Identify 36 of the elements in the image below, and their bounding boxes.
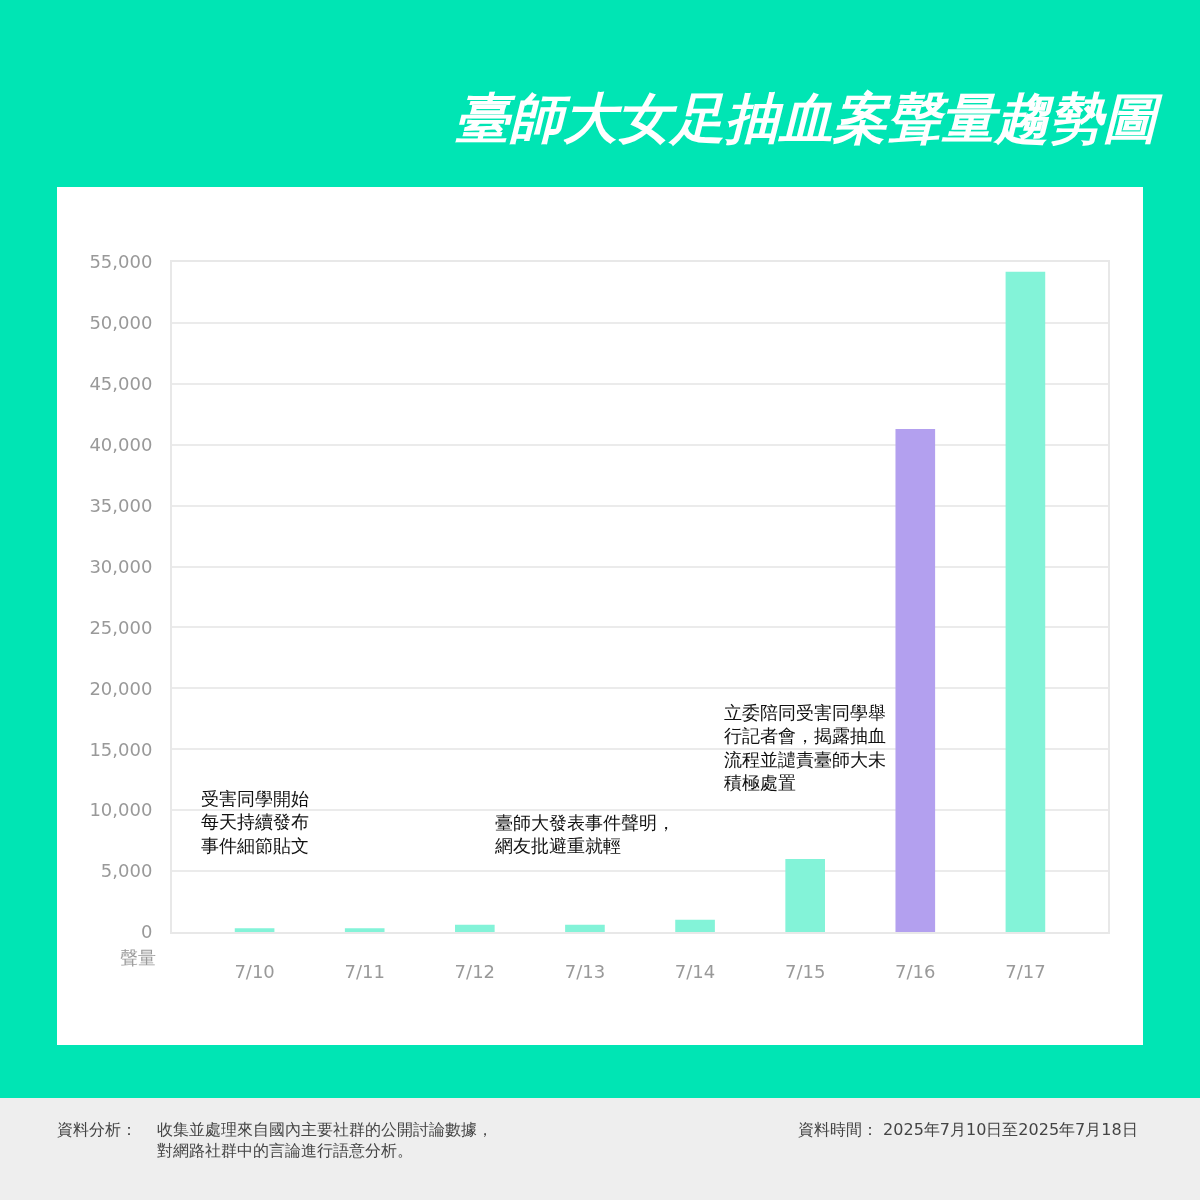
y-tick-label: 25,000 <box>89 616 153 638</box>
y-axis-title: 聲量 <box>120 947 156 968</box>
text: 收集並處理來自國內主要社群的公開討論數據，對網路社群中的言論進行語意分析。 <box>157 1120 493 1160</box>
text: 資料分析： <box>57 1120 137 1139</box>
y-tick-label: 55,000 <box>89 251 153 273</box>
y-tick-label: 20,000 <box>89 677 153 699</box>
y-tick-label: 5,000 <box>100 860 153 882</box>
chart-title: 臺師大女足抽血案聲量趨勢圖 <box>455 87 1163 150</box>
bar <box>785 858 825 932</box>
x-tick-label: 7/17 <box>1005 960 1046 982</box>
y-tick-label: 50,000 <box>89 312 153 334</box>
bar <box>455 924 495 932</box>
annotation: 立委陪同受害同學舉行記者會，揭露抽血流程並譴責臺師大未積極處置 <box>724 702 886 794</box>
bar <box>1005 271 1046 932</box>
x-tick-label: 7/14 <box>674 960 716 982</box>
annotation: 臺師大發表事件聲明，網友批避重就輕 <box>494 812 675 857</box>
bar <box>565 924 605 932</box>
x-tick-label: 7/16 <box>895 960 936 982</box>
x-tick-label: 7/10 <box>234 960 275 982</box>
x-tick-label: 7/11 <box>344 960 385 982</box>
y-tick-label: 0 <box>140 921 153 943</box>
y-tick-label: 45,000 <box>89 373 153 395</box>
y-tick-label: 15,000 <box>89 738 153 760</box>
bar <box>234 928 275 932</box>
y-tick-label: 10,000 <box>89 799 153 821</box>
bar <box>675 919 715 932</box>
x-tick-label: 7/12 <box>454 960 496 982</box>
text: 資料時間： 2025年7月10日至2025年7月18日 <box>798 1120 1138 1139</box>
y-tick-label: 40,000 <box>89 434 153 456</box>
y-tick-label: 35,000 <box>89 494 153 516</box>
x-tick-label: 7/13 <box>564 960 606 982</box>
annotation: 受害同學開始每天持續發布事件細節貼文 <box>201 788 309 856</box>
x-tick-label: 7/15 <box>784 960 826 982</box>
bar <box>895 428 936 932</box>
bar <box>344 928 385 932</box>
y-tick-label: 30,000 <box>89 555 153 577</box>
